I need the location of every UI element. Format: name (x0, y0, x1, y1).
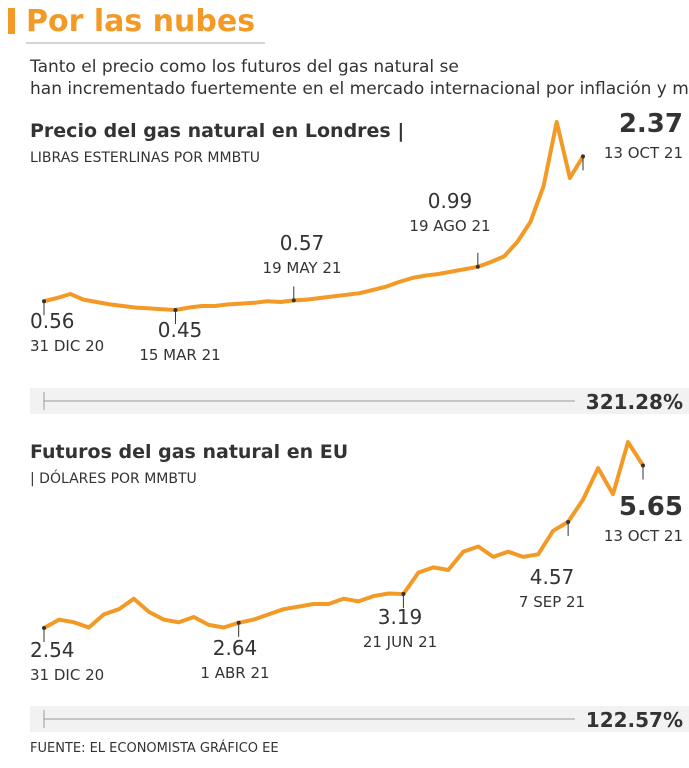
price-line (43, 120, 585, 312)
date-label: 7 SEP 21 (519, 593, 585, 611)
date-label: 19 MAY 21 (263, 259, 342, 277)
point-marker (42, 299, 46, 304)
source: FUENTE: EL ECONOMISTA GRÁFICO EE (30, 740, 279, 756)
change-label: 122.57% (586, 708, 683, 732)
point-marker (581, 154, 585, 159)
point-marker (236, 620, 241, 625)
chart-subtitle: | DÓLARES POR MMBTU (30, 469, 197, 487)
point-marker (566, 519, 571, 524)
point-marker (42, 626, 46, 630)
value-label: 2.37 (619, 109, 683, 139)
value-label: 5.65 (619, 492, 683, 522)
point-marker (475, 264, 480, 269)
date-label: 31 DIC 20 (30, 666, 104, 684)
point-marker (291, 298, 296, 303)
date-label: 1 ABR 21 (200, 664, 269, 682)
chart-subtitle: LIBRAS ESTERLINAS POR MMBTU (30, 150, 260, 166)
value-label: 3.19 (378, 605, 423, 629)
value-label: 4.57 (530, 565, 575, 589)
point-marker (641, 463, 645, 468)
chart-title: Precio del gas natural en Londres | (30, 120, 404, 142)
main-title: Por las nubes (26, 4, 255, 39)
value-label: 0.99 (428, 189, 473, 213)
value-label: 2.54 (30, 638, 75, 662)
date-label: 31 DIC 20 (30, 337, 104, 355)
date-label: 19 AGO 21 (409, 217, 490, 235)
chart-title: Futuros del gas natural en EU (30, 441, 348, 463)
subtitle-line: han incrementado fuertemente en el merca… (30, 79, 689, 99)
title-marker (8, 8, 15, 34)
subtitle-line: Tanto el precio como los futuros del gas… (29, 57, 459, 77)
point-marker (173, 308, 178, 312)
value-label: 0.57 (280, 231, 325, 255)
price-line (43, 440, 645, 630)
value-label: 2.64 (213, 636, 258, 660)
point-marker (401, 592, 406, 597)
date-label: 13 OCT 21 (604, 144, 683, 162)
value-label: 0.56 (30, 309, 75, 333)
date-label: 21 JUN 21 (363, 633, 437, 651)
subtitle: Tanto el precio como los futuros del gas… (29, 57, 689, 99)
change-label: 321.28% (586, 390, 683, 414)
date-label: 13 OCT 21 (604, 527, 683, 545)
date-label: 15 MAR 21 (139, 346, 220, 364)
value-label: 0.45 (158, 318, 203, 342)
